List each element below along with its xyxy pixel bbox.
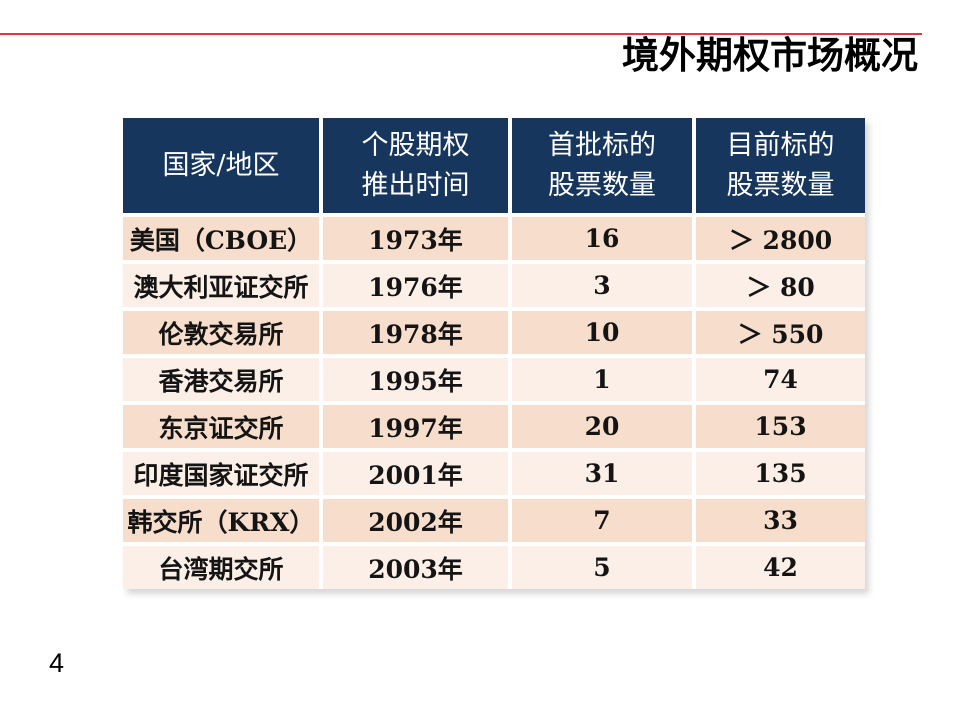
table-cell: 153: [696, 405, 865, 448]
table-cell: 3: [512, 264, 692, 307]
table-cell: 1997年: [323, 405, 508, 448]
table-cell: 2001年: [323, 452, 508, 495]
table-cell: ＞ 80: [696, 264, 865, 307]
table-cell: 韩交所（KRX）: [123, 499, 319, 542]
table-header-cell: 首批标的 股票数量: [512, 118, 692, 213]
table-cell: 澳大利亚证交所: [123, 264, 319, 307]
page-title: 境外期权市场概况: [622, 35, 918, 76]
page-number: 4: [49, 648, 65, 678]
table-cell: 台湾期交所: [123, 546, 319, 589]
table-cell: 20: [512, 405, 692, 448]
table-cell: 1995年: [323, 358, 508, 401]
table-cell: 1976年: [323, 264, 508, 307]
table-header-cell: 国家/地区: [123, 118, 319, 213]
table-cell: 1978年: [323, 311, 508, 354]
table-header-cell: 个股期权 推出时间: [323, 118, 508, 213]
table-cell: ＞ 550: [696, 311, 865, 354]
options-market-table: 国家/地区 个股期权 推出时间 首批标的 股票数量 目前标的 股票数量 美国（C…: [123, 118, 865, 589]
table-cell: 7: [512, 499, 692, 542]
table-cell: 31: [512, 452, 692, 495]
table-cell: 美国（CBOE）: [123, 217, 319, 260]
table-cell: 5: [512, 546, 692, 589]
table-cell: 2002年: [323, 499, 508, 542]
table-cell: 42: [696, 546, 865, 589]
table-cell: 33: [696, 499, 865, 542]
table-cell: 伦敦交易所: [123, 311, 319, 354]
table-cell: 东京证交所: [123, 405, 319, 448]
table-cell: 1973年: [323, 217, 508, 260]
table-cell: 74: [696, 358, 865, 401]
table-cell: 10: [512, 311, 692, 354]
table-cell: 135: [696, 452, 865, 495]
table-cell: 2003年: [323, 546, 508, 589]
table-cell: 1: [512, 358, 692, 401]
table-cell: ＞ 2800: [696, 217, 865, 260]
accent-line: [0, 33, 922, 35]
table-header-cell: 目前标的 股票数量: [696, 118, 865, 213]
table-cell: 16: [512, 217, 692, 260]
table-cell: 印度国家证交所: [123, 452, 319, 495]
table-cell: 香港交易所: [123, 358, 319, 401]
